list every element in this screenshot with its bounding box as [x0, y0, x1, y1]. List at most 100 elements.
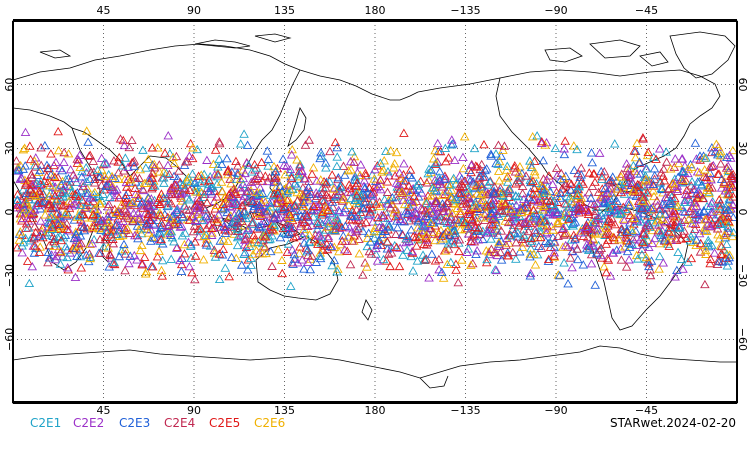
triangle-icon	[195, 223, 206, 233]
triangle-icon	[321, 190, 332, 199]
triangle-icon	[671, 234, 681, 243]
triangle-icon	[120, 193, 130, 202]
triangle-icon	[648, 204, 659, 214]
triangle-icon	[141, 163, 151, 172]
triangle-icon	[247, 217, 258, 227]
triangle-icon	[394, 261, 405, 271]
triangle-icon	[64, 203, 75, 212]
triangle-icon	[316, 238, 327, 247]
triangle-icon	[39, 197, 49, 206]
frame-bottom-band	[13, 401, 737, 404]
triangle-icon	[164, 169, 175, 178]
triangle-icon	[360, 183, 370, 192]
triangle-icon	[132, 221, 143, 230]
triangle-icon	[136, 228, 147, 238]
triangle-icon	[385, 261, 395, 271]
triangle-icon	[661, 157, 672, 166]
triangle-icon	[616, 169, 627, 178]
triangle-icon	[302, 194, 312, 203]
triangle-icon	[373, 212, 383, 222]
triangle-icon	[143, 154, 154, 164]
triangle-icon	[542, 227, 552, 237]
triangle-icon	[143, 228, 154, 237]
triangle-icon	[456, 179, 467, 188]
triangle-icon	[449, 239, 459, 249]
triangle-icon	[351, 205, 362, 214]
triangle-icon	[710, 213, 720, 222]
triangle-icon	[278, 223, 289, 233]
bottom-lon-label: −90	[544, 404, 567, 417]
triangle-icon	[728, 145, 738, 155]
triangle-icon	[437, 267, 447, 276]
triangle-icon	[531, 210, 542, 219]
triangle-icon	[56, 235, 66, 245]
triangle-icon	[447, 135, 457, 144]
triangle-icon	[583, 245, 594, 254]
triangle-icon	[269, 188, 280, 198]
triangle-icon	[141, 219, 152, 228]
triangle-icon	[114, 174, 124, 183]
triangle-icon	[720, 186, 731, 195]
triangle-icon	[15, 174, 25, 183]
triangle-icon	[206, 211, 217, 221]
triangle-icon	[283, 239, 294, 248]
triangle-icon	[51, 251, 62, 261]
triangle-icon	[329, 225, 340, 235]
triangle-icon	[552, 207, 563, 216]
triangle-icon	[294, 174, 304, 183]
triangle-icon	[672, 228, 683, 237]
triangle-icon	[149, 233, 159, 242]
triangle-icon	[496, 236, 506, 246]
triangle-icon	[696, 181, 707, 190]
triangle-icon	[560, 221, 571, 230]
triangle-icon	[296, 219, 306, 228]
triangle-icon	[85, 253, 95, 263]
triangle-icon	[45, 188, 56, 197]
triangle-icon	[627, 177, 638, 187]
triangle-icon	[411, 181, 422, 190]
triangle-icon	[501, 173, 512, 182]
triangle-icon	[694, 228, 705, 238]
triangle-icon	[299, 264, 309, 273]
triangle-icon	[354, 249, 365, 258]
triangle-icon	[190, 182, 201, 192]
triangle-icon	[78, 178, 88, 187]
triangle-icon	[654, 204, 665, 213]
triangle-icon	[383, 166, 393, 176]
triangle-icon	[81, 163, 91, 172]
triangle-icon	[513, 192, 524, 201]
triangle-icon	[284, 180, 295, 190]
triangle-icon	[311, 188, 321, 197]
triangle-icon	[76, 263, 87, 272]
triangle-icon	[615, 244, 626, 253]
triangle-icon	[428, 229, 438, 238]
triangle-icon	[313, 239, 323, 248]
triangle-icon	[21, 219, 32, 228]
triangle-icon	[333, 205, 344, 214]
triangle-icon	[29, 232, 39, 241]
triangle-icon	[664, 241, 675, 250]
triangle-icon	[115, 134, 126, 143]
triangle-icon	[132, 255, 142, 264]
triangle-icon	[275, 194, 285, 203]
triangle-icon	[56, 223, 66, 233]
triangle-icon	[381, 146, 391, 155]
triangle-icon	[728, 212, 739, 222]
triangle-icon	[453, 188, 464, 197]
triangle-icon	[240, 198, 250, 207]
triangle-icon	[498, 197, 508, 206]
triangle-icon	[30, 201, 41, 210]
triangle-icon	[722, 152, 732, 162]
triangle-icon	[375, 158, 386, 167]
triangle-icon	[700, 215, 710, 224]
top-lon-label: 45	[97, 4, 111, 17]
triangle-icon	[456, 182, 466, 192]
triangle-icon	[304, 195, 315, 205]
triangle-icon	[75, 231, 86, 240]
triangle-icon	[12, 200, 23, 209]
triangle-icon	[292, 155, 302, 164]
triangle-icon	[410, 232, 421, 242]
triangle-icon	[527, 236, 537, 245]
triangle-icon	[530, 225, 540, 234]
triangle-icon	[643, 211, 653, 220]
